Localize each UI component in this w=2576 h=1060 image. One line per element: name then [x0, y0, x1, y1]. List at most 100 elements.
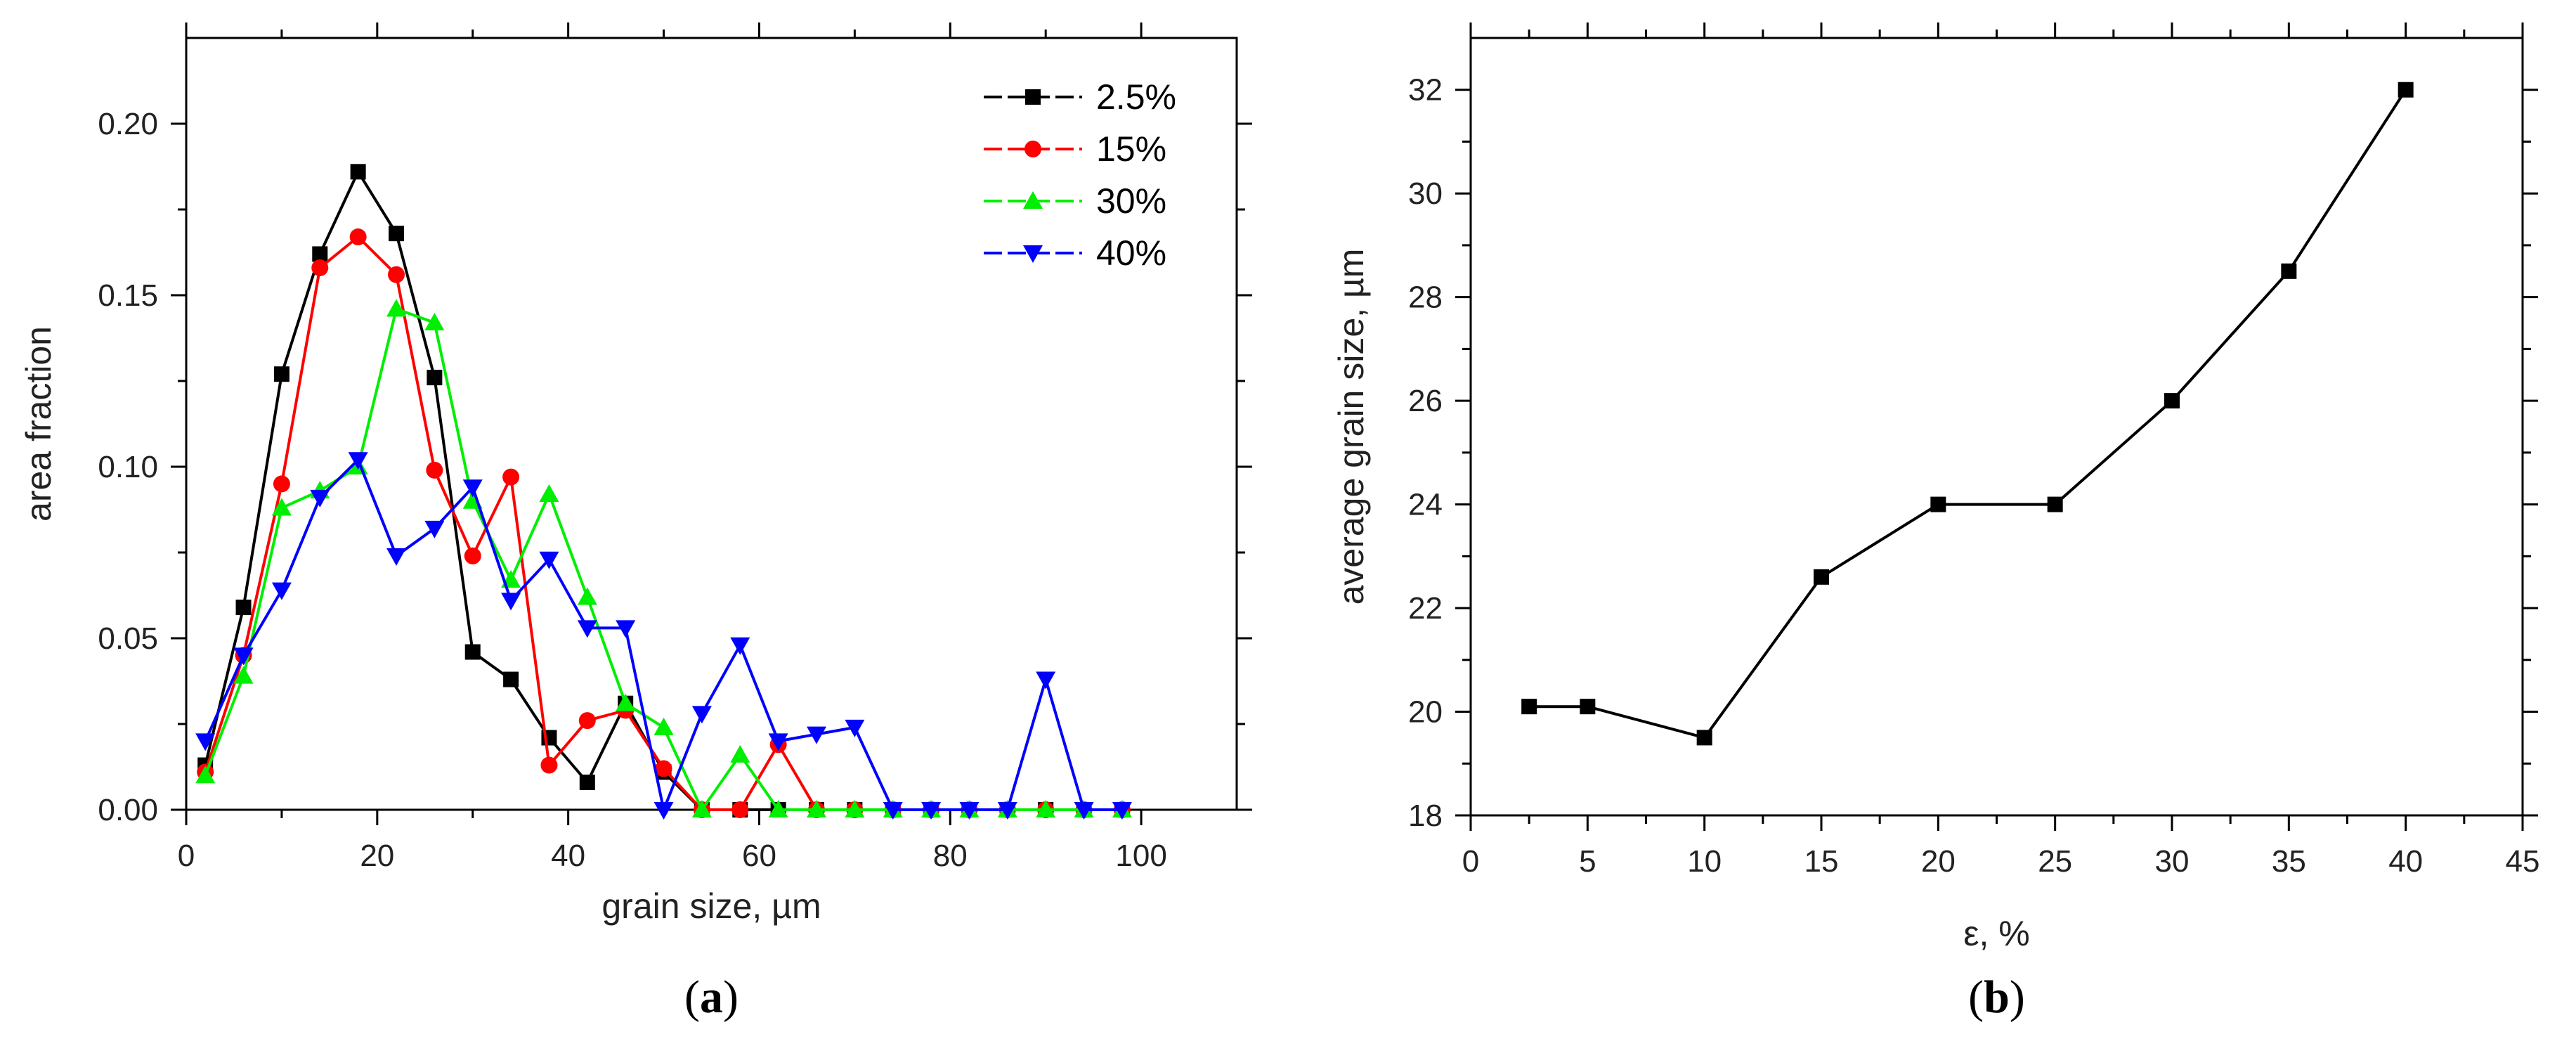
panel-label-letter: b — [1984, 971, 2010, 1023]
data-point — [577, 620, 597, 638]
legend-marker — [1023, 191, 1043, 209]
x-tick-label: 5 — [1579, 844, 1596, 879]
x-tick-label: 40 — [2388, 844, 2423, 879]
data-point — [464, 644, 481, 660]
x-tick-label: 10 — [1687, 844, 1722, 879]
data-point — [1112, 802, 1132, 820]
panel-label-letter: a — [700, 971, 723, 1023]
data-point — [235, 600, 252, 616]
data-point — [731, 801, 749, 818]
x-tick-label: 30 — [2155, 844, 2190, 879]
panel-label-close: ) — [723, 971, 739, 1023]
data-point — [616, 693, 636, 711]
series-3 — [195, 299, 1132, 817]
series-1 — [1521, 82, 2414, 746]
data-point — [921, 802, 942, 820]
data-point — [386, 299, 406, 317]
data-point — [655, 760, 672, 777]
x-tick-label: 45 — [2506, 844, 2540, 879]
chart-b: 0 5 10 15 20 25 30 35 40 45 18 20 22 24 26 28 30 32 ε, % av… — [1332, 22, 2539, 1023]
series-line — [204, 170, 1122, 811]
x-tick-label: 20 — [360, 839, 394, 873]
legend-item: 15% — [984, 129, 1166, 169]
x-tick-label: 60 — [742, 839, 776, 873]
data-point — [1036, 800, 1056, 817]
y-tick-label: 18 — [1408, 799, 1443, 833]
data-point — [273, 475, 290, 493]
data-point — [271, 498, 292, 516]
series-4 — [195, 452, 1132, 820]
data-point — [653, 717, 674, 735]
data-point — [1814, 569, 1829, 585]
panel-label-open: ( — [684, 971, 700, 1023]
legend-label: 2.5% — [1096, 77, 1176, 117]
legend-label: 15% — [1096, 129, 1166, 169]
y-axis-label: area fraction — [19, 326, 58, 522]
data-point — [1521, 699, 1537, 715]
data-point — [389, 226, 404, 242]
data-point — [349, 228, 367, 246]
data-point — [503, 671, 519, 687]
data-point — [502, 468, 520, 486]
panel-label-open: ( — [1968, 971, 1984, 1023]
y-tick-label: 32 — [1408, 73, 1443, 108]
legend-item: 2.5% — [984, 77, 1176, 117]
data-point — [312, 246, 328, 262]
x-tick-label: 0 — [1462, 844, 1479, 879]
legend-label: 40% — [1096, 233, 1166, 273]
y-tick-label: 30 — [1408, 176, 1443, 211]
data-point — [195, 765, 216, 784]
data-point — [577, 587, 597, 605]
data-point — [616, 620, 636, 638]
data-point — [462, 479, 483, 498]
data-point — [271, 582, 292, 600]
data-point — [388, 266, 405, 283]
data-point — [730, 637, 750, 655]
legend-label: 30% — [1096, 181, 1166, 221]
data-point — [1074, 802, 1094, 820]
x-tick-label: 25 — [2038, 844, 2072, 879]
data-point — [807, 800, 826, 817]
data-point — [348, 452, 368, 470]
y-tick-label: 28 — [1408, 280, 1443, 315]
data-point — [310, 489, 330, 508]
data-point — [691, 800, 712, 817]
y-tick-label: 0.05 — [98, 621, 158, 656]
data-point — [424, 313, 445, 331]
data-point — [691, 706, 712, 724]
legend-marker — [1025, 89, 1041, 105]
data-point — [426, 461, 443, 479]
data-point — [807, 726, 826, 744]
series-line — [204, 458, 1122, 811]
y-tick-label: 0.10 — [98, 450, 158, 484]
y-tick-label: 0.00 — [98, 793, 158, 827]
legend-marker — [1024, 141, 1041, 157]
data-point — [768, 800, 788, 817]
data-point — [883, 802, 903, 820]
data-point — [997, 802, 1017, 820]
data-point — [273, 366, 290, 382]
data-point — [845, 800, 865, 817]
data-point — [2398, 82, 2414, 98]
data-point — [195, 733, 216, 751]
y-tick-label: 24 — [1408, 488, 1443, 522]
y-tick-label: 0.20 — [98, 107, 158, 141]
x-axis-label: grain size, µm — [601, 886, 821, 926]
data-point — [845, 719, 865, 737]
data-point — [424, 520, 445, 538]
panel-label-close: ) — [2010, 971, 2025, 1023]
data-point — [1580, 699, 1596, 715]
data-point — [464, 547, 481, 564]
x-axis-label: ε, % — [1963, 914, 2030, 953]
data-point — [501, 593, 521, 611]
data-point — [1036, 671, 1056, 690]
x-tick-label: 20 — [1921, 844, 1956, 879]
data-point — [653, 802, 674, 820]
x-tick-label: 80 — [933, 839, 968, 873]
x-tick-label: 40 — [551, 839, 585, 873]
data-point — [579, 774, 595, 790]
y-tick-label: 26 — [1408, 384, 1443, 418]
legend-item: 40% — [984, 233, 1166, 273]
data-point — [1930, 496, 1946, 512]
